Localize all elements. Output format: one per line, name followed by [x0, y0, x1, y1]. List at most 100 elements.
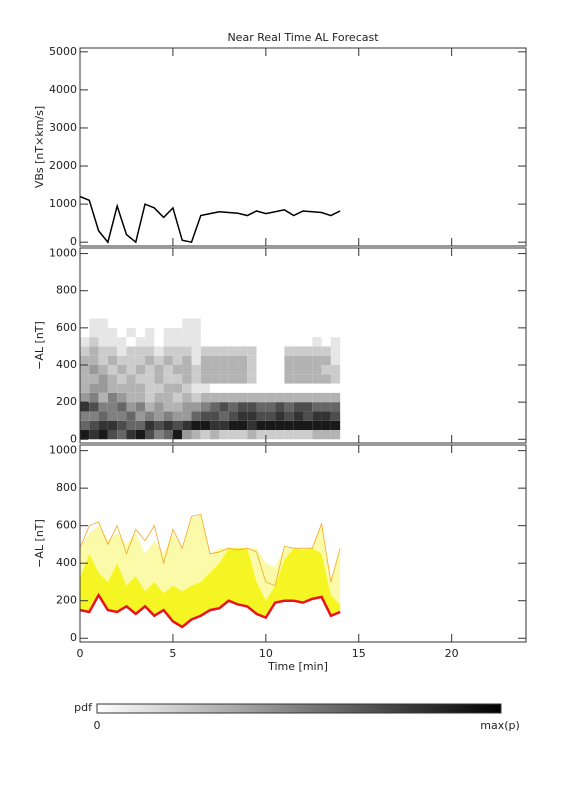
heat-cell: [275, 411, 285, 421]
x-tick-label: 20: [445, 647, 459, 660]
heat-cell: [154, 392, 164, 403]
heat-cell: [219, 365, 229, 375]
heat-cell: [163, 365, 173, 375]
heat-cell: [200, 411, 211, 421]
heat-cell: [80, 392, 90, 403]
heat-cell: [107, 420, 118, 430]
heat-cell: [303, 411, 313, 421]
heat-cell: [98, 355, 108, 365]
heat-cell: [145, 355, 155, 365]
heat-cell: [219, 420, 229, 430]
heat-cell: [247, 402, 257, 412]
heat-cell: [163, 346, 173, 356]
heat-cell: [145, 402, 155, 412]
heat-cell: [182, 374, 192, 384]
heat-cell: [154, 365, 164, 375]
heat-cell: [312, 420, 322, 430]
y-tick-label: 800: [56, 284, 77, 297]
heat-cell: [330, 402, 341, 412]
heat-cell: [154, 402, 164, 412]
heat-cell: [145, 420, 155, 430]
heat-cell: [191, 374, 201, 384]
x-axis-label: Time [min]: [267, 660, 328, 673]
heat-cell: [293, 420, 303, 430]
y-tick-label: 0: [70, 631, 77, 644]
heat-cell: [228, 374, 238, 384]
heat-cell: [135, 374, 146, 384]
heat-cell: [172, 337, 183, 347]
heat-cell: [191, 355, 201, 365]
heat-cell: [200, 355, 211, 365]
line: [79, 513, 341, 587]
heat-cell: [154, 374, 164, 384]
heat-cell: [210, 420, 220, 430]
heat-cell: [200, 402, 211, 412]
heat-cell: [135, 430, 146, 440]
heat-cell: [89, 346, 99, 356]
heat-cell: [107, 337, 118, 347]
heat-cell: [321, 402, 331, 412]
heat-cell: [228, 402, 238, 412]
heat-cell: [98, 365, 108, 375]
heat-cell: [107, 327, 118, 338]
heat-cell: [237, 392, 248, 403]
heat-cell: [237, 365, 248, 375]
heat-cell: [89, 355, 99, 365]
heat-cell: [330, 346, 341, 356]
heat-cell: [107, 402, 118, 412]
heat-cell: [237, 420, 248, 430]
heat-cell: [89, 420, 99, 430]
heat-cell: [312, 374, 322, 384]
heat-cell: [330, 365, 341, 375]
heat-cell: [265, 392, 276, 403]
heat-cell: [237, 346, 248, 356]
y-tick-label: 1000: [49, 197, 77, 210]
heat-cell: [89, 374, 99, 384]
heat-cell: [145, 392, 155, 403]
heat-cell: [330, 374, 341, 384]
heat-cell: [330, 420, 341, 430]
heat-cell: [172, 411, 183, 421]
heat-cell: [172, 365, 183, 375]
line: [79, 195, 341, 244]
heat-cell: [200, 365, 211, 375]
heat-cell: [293, 392, 303, 403]
heat-cell: [237, 430, 248, 440]
heat-cell: [293, 374, 303, 384]
y-axis-label: −AL [nT]: [33, 321, 46, 370]
heat-cell: [145, 346, 155, 356]
y-tick-label: 4000: [49, 83, 77, 96]
heat-cell: [126, 402, 136, 412]
heat-cell: [191, 383, 201, 393]
heat-cell: [191, 337, 201, 347]
heat-cell: [182, 355, 192, 365]
heat-cell: [163, 411, 173, 421]
heat-cell: [247, 392, 257, 403]
heat-cell: [200, 430, 211, 440]
heat-cell: [98, 411, 108, 421]
heat-cell: [321, 411, 331, 421]
heat-cell: [312, 365, 322, 375]
heat-cell: [219, 430, 229, 440]
heat-cell: [126, 346, 136, 356]
heat-cell: [172, 420, 183, 430]
heat-cell: [182, 383, 192, 393]
heat-cell: [228, 392, 238, 403]
heat-cell: [265, 430, 276, 440]
y-tick-label: 1000: [49, 444, 77, 457]
frame: [79, 47, 527, 247]
y-tick-label: 800: [56, 481, 77, 494]
heat-cell: [265, 402, 276, 412]
heat-cell: [182, 337, 192, 347]
heat-cell: [312, 337, 322, 347]
heat-cell: [303, 420, 313, 430]
y-tick-label: 200: [56, 594, 77, 607]
heat-cell: [117, 337, 127, 347]
heat-cell: [228, 355, 238, 365]
heat-cell: [135, 411, 146, 421]
heat-cell: [200, 392, 211, 403]
heat-cell: [163, 337, 173, 347]
heat-cell: [200, 374, 211, 384]
heat-cell: [210, 374, 220, 384]
heat-cell: [210, 402, 220, 412]
